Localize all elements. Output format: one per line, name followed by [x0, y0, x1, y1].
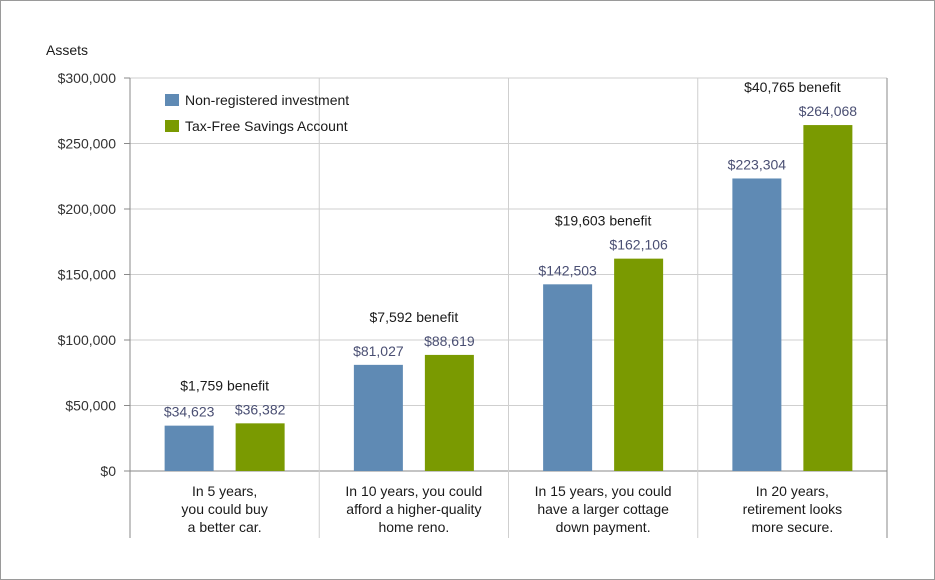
y-tick-label: $50,000	[65, 398, 116, 414]
bar-tfsa-4	[803, 125, 853, 471]
category-label: In 10 years, you could	[345, 483, 482, 499]
category-label: In 5 years,	[192, 483, 257, 499]
bar-value-label: $34,623	[164, 404, 215, 420]
bar-value-label: $264,068	[799, 103, 858, 119]
bar-non-registered-2	[353, 364, 403, 471]
bar-value-label: $142,503	[538, 262, 597, 278]
benefit-annotation: $19,603 benefit	[555, 213, 652, 229]
y-axis-label: Assets	[46, 42, 88, 58]
bar-non-registered-4	[732, 178, 782, 472]
legend-swatch	[165, 94, 179, 106]
y-tick-label: $0	[100, 463, 116, 479]
category-label: home reno.	[378, 519, 449, 535]
category-label: down payment.	[556, 519, 651, 535]
category-label: retirement looks	[743, 501, 843, 517]
category-label: In 20 years,	[756, 483, 829, 499]
bar-value-label: $88,619	[424, 333, 475, 349]
bar-tfsa-2	[424, 354, 474, 471]
benefit-annotation: $1,759 benefit	[180, 377, 269, 393]
bar-non-registered-3	[543, 284, 593, 471]
legend: Non-registered investment Tax-Free Saving…	[165, 92, 349, 134]
bar-value-label: $36,382	[235, 401, 286, 417]
y-tick-label: $300,000	[58, 70, 117, 86]
y-tick-label: $100,000	[58, 332, 117, 348]
benefit-annotation: $7,592 benefit	[370, 309, 459, 325]
y-tick-label: $150,000	[58, 267, 117, 283]
bar-value-label: $81,027	[353, 343, 404, 359]
bar-non-registered-1	[164, 425, 214, 471]
category-label: have a larger cottage	[537, 501, 669, 517]
legend-entry: Tax-Free Savings Account	[185, 118, 348, 134]
benefit-annotation: $40,765 benefit	[744, 79, 841, 95]
y-tick-label: $250,000	[58, 136, 117, 152]
bar-value-label: $162,106	[609, 237, 668, 253]
category-label: In 15 years, you could	[535, 483, 672, 499]
y-tick-label: $200,000	[58, 201, 117, 217]
category-label: more secure.	[752, 519, 834, 535]
bar-tfsa-3	[614, 258, 664, 471]
category-label: you could buy	[181, 501, 267, 517]
data-labels: $34,623 $36,382 $1,759 benefit In 5 years, y…	[164, 79, 857, 535]
category-label: afford a higher-quality	[346, 501, 481, 517]
bar-tfsa-1	[235, 423, 285, 471]
bars	[164, 125, 853, 472]
legend-entry: Non-registered investment	[185, 92, 349, 108]
legend-swatch	[165, 120, 179, 132]
bar-value-label: $223,304	[728, 156, 787, 172]
category-label: a better car.	[188, 519, 262, 535]
